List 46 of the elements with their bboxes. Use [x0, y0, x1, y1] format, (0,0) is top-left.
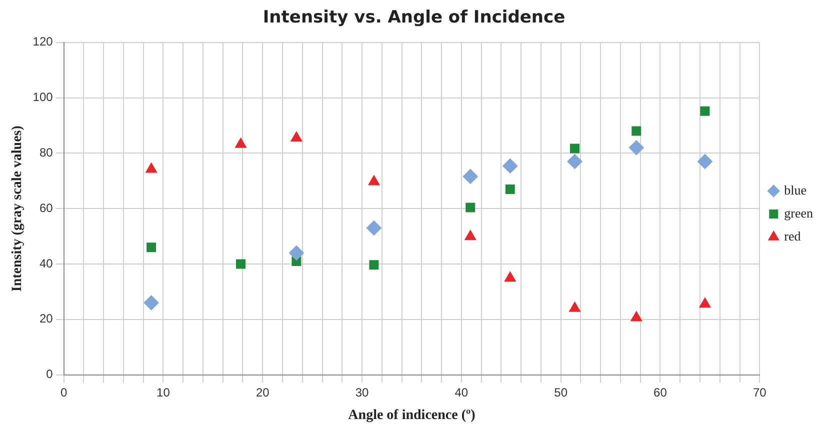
point — [236, 259, 246, 269]
point — [697, 154, 712, 170]
point — [700, 106, 710, 116]
point — [569, 302, 580, 312]
point — [290, 131, 302, 142]
legend-label: blue — [784, 182, 807, 198]
y-tick-label: 0 — [46, 367, 54, 382]
y-tick-label: 80 — [39, 146, 54, 160]
point — [464, 230, 476, 240]
chart-title: Intensity vs. Angle of Incidence — [262, 8, 566, 28]
x-tick-label: 50 — [554, 385, 568, 400]
y-tick-label: 120 — [32, 34, 54, 49]
x-tick-label: 70 — [752, 385, 767, 400]
point — [369, 260, 379, 270]
point — [146, 162, 157, 173]
point — [505, 184, 515, 194]
point — [567, 154, 582, 170]
legend-label: red — [784, 228, 802, 244]
point — [504, 272, 516, 282]
x-axis-title: Angle of indicence (º) — [348, 408, 476, 424]
x-tick-label: 10 — [156, 385, 170, 400]
x-tick-label: 30 — [355, 385, 370, 400]
point — [368, 175, 380, 186]
x-tick-label: 0 — [60, 385, 68, 400]
point — [502, 158, 518, 174]
y-tick-label: 20 — [39, 312, 54, 326]
point — [632, 126, 642, 136]
x-tick-label: 20 — [256, 385, 270, 400]
y-tick-label: 60 — [39, 200, 54, 215]
point — [628, 140, 644, 156]
point — [462, 168, 478, 184]
y-axis-title: Intensity (gray scale values) — [10, 125, 26, 292]
point — [699, 298, 711, 308]
point — [366, 220, 382, 236]
y-tick-label: 40 — [39, 256, 54, 270]
point — [235, 138, 246, 148]
point — [630, 311, 642, 322]
legend-label: green — [784, 205, 814, 220]
point — [288, 245, 304, 260]
point — [144, 295, 159, 310]
y-tick-label: 100 — [32, 90, 54, 104]
point — [570, 144, 580, 154]
x-tick-label: 60 — [654, 385, 668, 400]
x-tick-label: 40 — [454, 385, 468, 400]
point — [146, 242, 156, 252]
point — [466, 202, 476, 212]
